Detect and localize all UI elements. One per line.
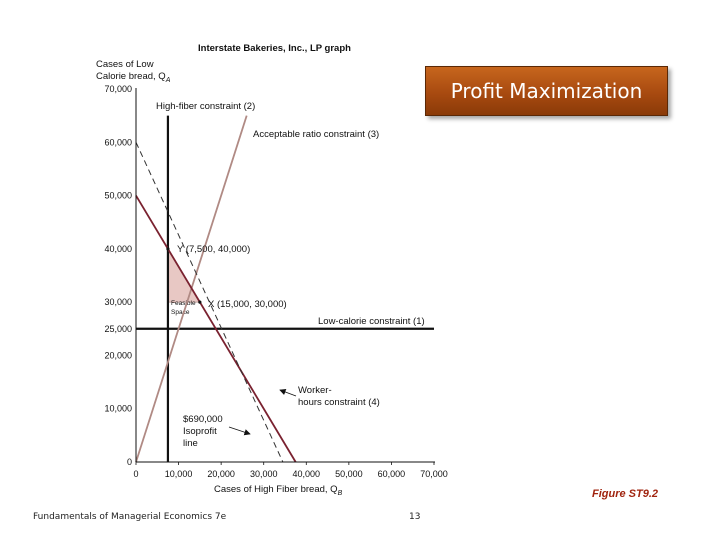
acceptable-ratio-annotation: Acceptable ratio constraint (3) bbox=[253, 129, 379, 140]
feasible-label-line1: Feasible bbox=[171, 300, 196, 307]
feasible-label-line2: Space bbox=[171, 309, 190, 316]
y-tick-label: 50,000 bbox=[104, 191, 132, 201]
banner-title: Profit Maximization bbox=[425, 66, 668, 116]
point-x-marker bbox=[198, 300, 202, 304]
series-line-worker-hours-constraint-4 bbox=[135, 195, 297, 463]
y-tick-label: 60,000 bbox=[104, 137, 132, 147]
y-tick-label: 10,000 bbox=[104, 404, 132, 414]
isoprofit-annotation-line1: $690,000 bbox=[183, 414, 223, 425]
point-y-marker bbox=[166, 247, 170, 251]
worker-hours-annotation-line1: Worker- bbox=[298, 385, 332, 396]
worker-hours-annotation-line2: hours constraint (4) bbox=[298, 397, 380, 408]
y-axis-label-line1: Cases of Low bbox=[96, 59, 154, 70]
isoprofit-arrow bbox=[228, 426, 251, 436]
series-layer bbox=[135, 115, 434, 463]
point-x-label: X (15,000, 30,000) bbox=[208, 299, 287, 310]
page-number: 13 bbox=[409, 512, 421, 522]
worker-hours-arrow bbox=[279, 388, 297, 397]
y-tick-label: 20,000 bbox=[104, 350, 132, 360]
low-calorie-annotation: Low-calorie constraint (1) bbox=[318, 316, 425, 327]
series-line-690-000-isoprofit-line bbox=[135, 142, 284, 463]
x-tick-label: 70,000 bbox=[420, 469, 448, 479]
figure-label: Figure ST9.2 bbox=[592, 488, 659, 500]
high-fiber-annotation: High-fiber constraint (2) bbox=[156, 101, 255, 112]
x-tick-label: 40,000 bbox=[293, 469, 321, 479]
x-tick-label: 30,000 bbox=[250, 469, 278, 479]
y-tick-label: 70,000 bbox=[104, 84, 132, 94]
footer-text: Fundamentals of Managerial Economics 7e bbox=[33, 512, 227, 522]
isoprofit-annotation-line2: Isoprofit bbox=[183, 426, 217, 437]
y-tick-label: 40,000 bbox=[104, 244, 132, 254]
x-tick-label: 50,000 bbox=[335, 469, 363, 479]
y-ticks: 0 10,000 20,000 25,000 30,000 40,000 50,000 60,… bbox=[104, 84, 132, 467]
y-tick-label: 25,000 bbox=[104, 324, 132, 334]
chart-title: Interstate Bakeries, Inc., LP graph bbox=[198, 43, 351, 54]
x-tick-label: 10,000 bbox=[165, 469, 193, 479]
x-tick-label: 20,000 bbox=[207, 469, 235, 479]
point-y-label: Y (7,500, 40,000) bbox=[177, 244, 250, 255]
isoprofit-annotation-line3: line bbox=[183, 438, 198, 449]
y-tick-label: 0 bbox=[127, 457, 132, 467]
x-tick-label: 0 bbox=[133, 469, 138, 479]
y-tick-label: 30,000 bbox=[104, 297, 132, 307]
x-tick-label: 60,000 bbox=[378, 469, 406, 479]
x-axis-label: Cases of High Fiber bread, QB bbox=[214, 484, 343, 497]
y-axis-label-line2: Calorie bread, QA bbox=[96, 71, 171, 84]
x-ticks: 0 10,000 20,000 30,000 40,000 50,000 60,000 70,… bbox=[133, 462, 448, 479]
